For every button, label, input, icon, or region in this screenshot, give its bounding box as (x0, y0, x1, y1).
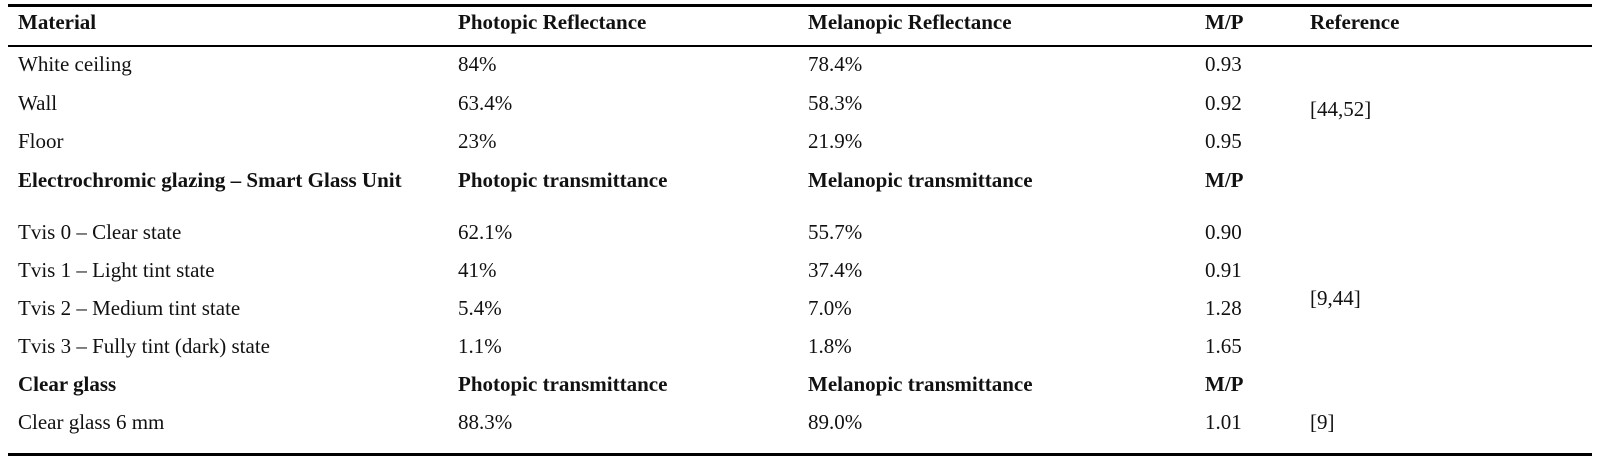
cell-mp: 0.91 (1205, 258, 1242, 282)
section-melanopic-label: Melanopic transmittance (808, 168, 1033, 192)
cell-melanopic: 58.3% (808, 91, 863, 115)
cell-photopic: 1.1% (458, 334, 502, 358)
header-rule (8, 45, 1592, 47)
cell-material: Wall (18, 91, 58, 115)
cell-photopic: 23% (458, 129, 497, 153)
cell-photopic: 88.3% (458, 410, 513, 434)
header-reference: Reference (1310, 10, 1400, 34)
cell-melanopic: 55.7% (808, 220, 863, 244)
reference-clear-glass: [9] (1310, 410, 1335, 434)
cell-material: Tvis 1 – Light tint state (18, 258, 215, 282)
cell-melanopic: 89.0% (808, 410, 863, 434)
cell-mp: 1.01 (1205, 410, 1242, 434)
table-top-rule (8, 4, 1592, 7)
cell-material: Tvis 2 – Medium tint state (18, 296, 241, 320)
cell-melanopic: 1.8% (808, 334, 852, 358)
cell-photopic: 62.1% (458, 220, 513, 244)
section-mp-label: M/P (1205, 372, 1244, 396)
cell-melanopic: 7.0% (808, 296, 852, 320)
section-title-electrochromic: Electrochromic glazing – Smart Glass Uni… (18, 168, 402, 192)
cell-photopic: 63.4% (458, 91, 513, 115)
cell-melanopic: 21.9% (808, 129, 863, 153)
section-mp-label: M/P (1205, 168, 1244, 192)
section-title-clear-glass: Clear glass (18, 372, 117, 396)
cell-mp: 1.65 (1205, 334, 1242, 358)
cell-material: White ceiling (18, 52, 132, 76)
cell-mp: 0.93 (1205, 52, 1242, 76)
header-photopic: Photopic Reflectance (458, 10, 647, 34)
table-bottom-rule (8, 453, 1592, 456)
reference-surfaces: [44,52] (1310, 97, 1372, 121)
cell-photopic: 41% (458, 258, 497, 282)
section-photopic-label: Photopic transmittance (458, 168, 668, 192)
cell-material: Tvis 0 – Clear state (18, 220, 182, 244)
section-photopic-label: Photopic transmittance (458, 372, 668, 396)
reference-electrochromic: [9,44] (1310, 286, 1361, 310)
cell-photopic: 5.4% (458, 296, 502, 320)
cell-mp: 0.95 (1205, 129, 1242, 153)
header-material: Material (18, 10, 97, 34)
cell-melanopic: 78.4% (808, 52, 863, 76)
cell-material: Tvis 3 – Fully tint (dark) state (18, 334, 270, 358)
cell-material: Clear glass 6 mm (18, 410, 165, 434)
cell-mp: 1.28 (1205, 296, 1242, 320)
cell-photopic: 84% (458, 52, 497, 76)
cell-mp: 0.92 (1205, 91, 1242, 115)
cell-melanopic: 37.4% (808, 258, 863, 282)
header-mp: M/P (1205, 10, 1244, 34)
cell-material: Floor (18, 129, 64, 153)
cell-mp: 0.90 (1205, 220, 1242, 244)
section-melanopic-label: Melanopic transmittance (808, 372, 1033, 396)
header-melanopic: Melanopic Reflectance (808, 10, 1012, 34)
